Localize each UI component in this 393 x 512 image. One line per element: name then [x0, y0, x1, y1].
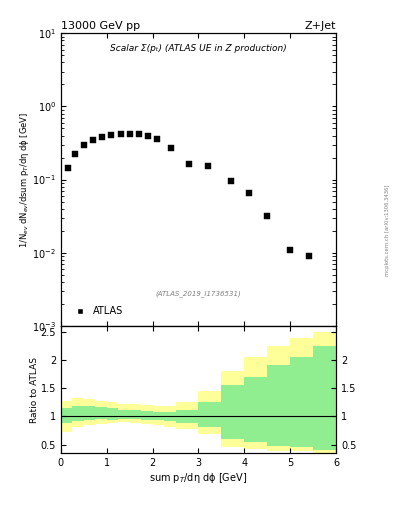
Text: (ATLAS_2019_I1736531): (ATLAS_2019_I1736531): [156, 290, 241, 296]
Y-axis label: 1/N$_{ev}$ dN$_{ev}$/dsum p$_T$/dη dϕ [GeV]: 1/N$_{ev}$ dN$_{ev}$/dsum p$_T$/dη dϕ [G…: [18, 112, 31, 248]
Text: 13000 GeV pp: 13000 GeV pp: [61, 20, 140, 31]
Legend: ATLAS: ATLAS: [69, 304, 125, 318]
Text: Z+Jet: Z+Jet: [305, 20, 336, 31]
X-axis label: sum p$_T$/dη dϕ [GeV]: sum p$_T$/dη dϕ [GeV]: [149, 471, 248, 485]
Text: mcplots.cern.ch [arXiv:1306.3436]: mcplots.cern.ch [arXiv:1306.3436]: [385, 185, 390, 276]
Text: Scalar Σ(pₜ) (ATLAS UE in Z production): Scalar Σ(pₜ) (ATLAS UE in Z production): [110, 44, 287, 53]
Y-axis label: Ratio to ATLAS: Ratio to ATLAS: [30, 356, 39, 422]
